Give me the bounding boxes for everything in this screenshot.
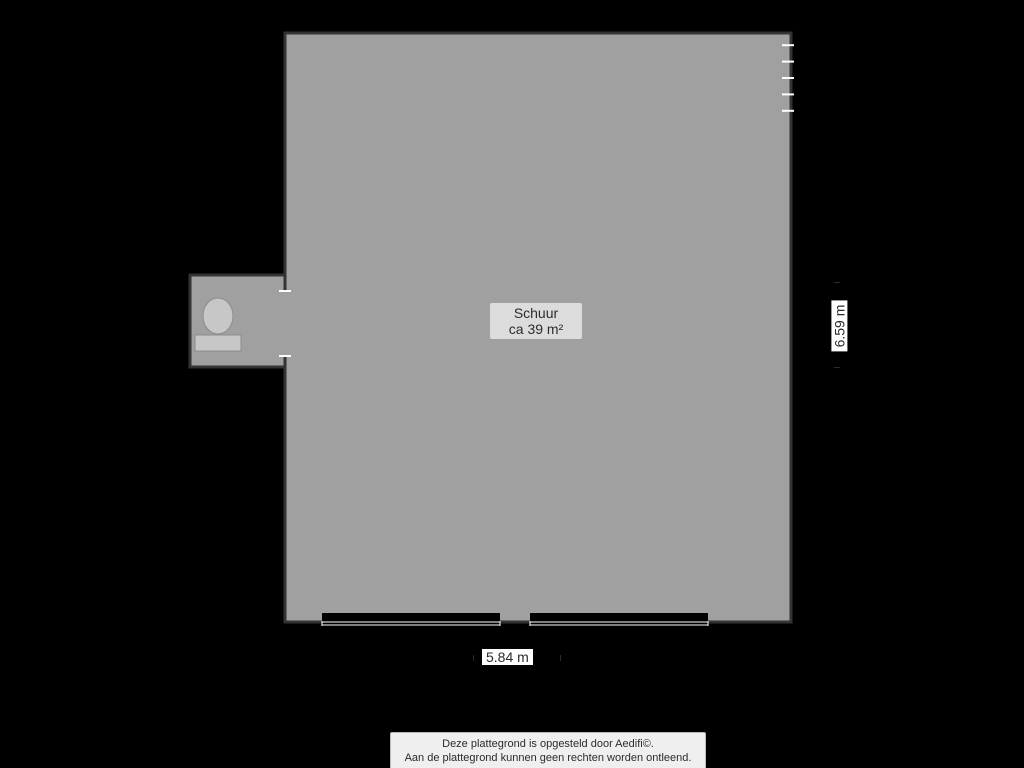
floorplan-stage: Schuur ca 39 m² 5.84 m 6.59 m Deze platt… [0, 0, 1024, 768]
dim-height-tick [834, 282, 840, 283]
dimension-height: 6.59 m [831, 301, 847, 352]
disclaimer-box: Deze plattegrond is opgesteld door Aedif… [390, 732, 706, 768]
room-name: Schuur [496, 305, 576, 321]
dim-width-tick [560, 655, 561, 661]
room-label-schuur: Schuur ca 39 m² [490, 303, 582, 339]
disclaimer-line2: Aan de plattegrond kunnen geen rechten w… [401, 751, 695, 765]
dimension-width: 5.84 m [482, 649, 533, 665]
room-area: ca 39 m² [496, 321, 576, 337]
disclaimer-line1: Deze plattegrond is opgesteld door Aedif… [401, 737, 695, 751]
dim-width-tick [473, 655, 474, 661]
dim-height-tick [834, 367, 840, 368]
